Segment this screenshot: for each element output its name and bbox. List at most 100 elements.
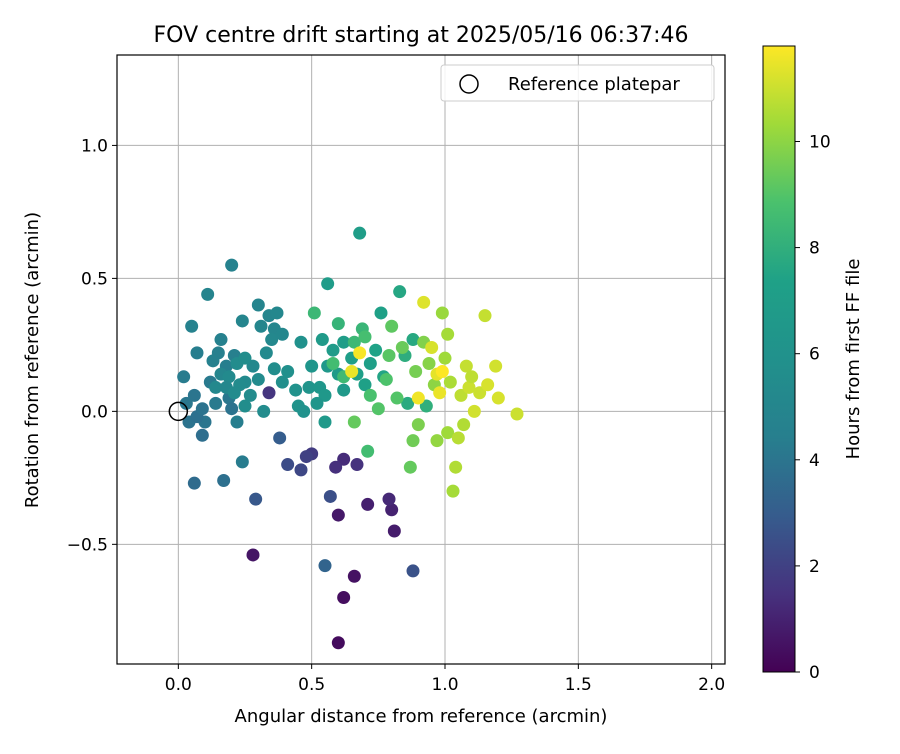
y-tick-label: 0.5 — [81, 269, 108, 289]
data-point — [246, 548, 260, 562]
x-axis-ticks: 0.0 0.5 1.0 1.5 2.0 — [165, 664, 725, 695]
data-point — [409, 364, 423, 378]
data-point — [318, 415, 332, 429]
data-point — [481, 378, 495, 392]
data-point — [361, 497, 375, 511]
data-point — [275, 375, 289, 389]
data-point — [441, 327, 455, 341]
data-point — [214, 333, 228, 347]
data-point — [251, 372, 265, 386]
data-point — [457, 418, 471, 432]
data-point — [438, 351, 452, 365]
reference-point-marker — [168, 401, 189, 422]
y-axis-label: Rotation from reference (arcmin) — [22, 212, 43, 508]
data-point — [281, 458, 295, 472]
legend: Reference platepar — [440, 64, 715, 102]
data-point — [390, 391, 404, 405]
data-point — [358, 330, 372, 344]
data-point — [318, 388, 332, 402]
data-point — [281, 364, 295, 378]
colorbar-tick-label: 4 — [809, 451, 820, 471]
data-point — [369, 343, 383, 357]
grid-lines — [117, 55, 725, 664]
data-point — [331, 508, 345, 522]
data-point — [347, 415, 361, 429]
data-point — [209, 380, 223, 394]
x-tick-label: 2.0 — [698, 675, 725, 695]
data-point — [235, 314, 249, 328]
data-point — [294, 335, 308, 349]
data-point — [227, 386, 241, 400]
data-point — [406, 333, 420, 347]
colorbar-label: Hours from first FF file — [843, 259, 864, 460]
data-point — [489, 359, 503, 373]
data-point — [195, 428, 209, 442]
data-point — [179, 396, 193, 410]
colorbar-tick-label: 8 — [809, 239, 820, 259]
data-point — [465, 370, 479, 384]
colorbar-tick-label: 10 — [809, 132, 831, 152]
data-point — [185, 319, 199, 333]
colorbar-ticks: 0 2 4 6 8 10 — [795, 132, 831, 683]
data-point — [417, 295, 431, 309]
data-point — [446, 484, 460, 498]
x-tick-label: 1.0 — [431, 675, 458, 695]
data-point — [259, 346, 273, 360]
data-point — [270, 306, 284, 320]
data-point — [353, 226, 367, 240]
data-point — [435, 364, 449, 378]
data-point — [491, 391, 505, 405]
data-point — [294, 463, 308, 477]
data-point — [337, 335, 351, 349]
data-point — [177, 370, 191, 384]
data-point — [257, 404, 271, 418]
colorbar-tick-label: 0 — [809, 663, 820, 683]
data-point — [451, 431, 465, 445]
data-point — [430, 434, 444, 448]
data-point — [302, 380, 316, 394]
x-tick-label: 0.0 — [165, 675, 192, 695]
legend-box — [440, 64, 715, 102]
data-point — [326, 343, 340, 357]
y-tick-label: 0.0 — [81, 402, 108, 422]
data-point — [406, 434, 420, 448]
data-point — [225, 402, 239, 416]
data-point — [478, 309, 492, 323]
data-point — [249, 492, 263, 506]
data-point — [382, 349, 396, 363]
data-point — [358, 378, 372, 392]
data-point — [419, 399, 433, 413]
y-axis-ticks: −0.5 0.0 0.5 1.0 — [67, 136, 117, 555]
data-point — [411, 418, 425, 432]
data-point — [425, 341, 439, 355]
data-point — [347, 335, 361, 349]
data-point — [195, 402, 209, 416]
data-point — [510, 407, 524, 421]
data-point — [371, 402, 385, 416]
data-point — [393, 285, 407, 299]
data-point — [403, 460, 417, 474]
data-point — [353, 346, 367, 360]
data-point — [467, 404, 481, 418]
data-point — [310, 396, 324, 410]
data-point — [337, 591, 351, 605]
data-point — [238, 399, 252, 413]
data-point — [217, 474, 231, 488]
data-point — [225, 258, 239, 272]
data-point — [323, 489, 337, 503]
data-point — [254, 319, 268, 333]
data-point — [206, 354, 220, 368]
data-point — [307, 306, 321, 320]
data-point — [246, 359, 260, 373]
data-point — [385, 503, 399, 517]
y-tick-label: −0.5 — [67, 535, 108, 555]
data-point — [321, 277, 335, 291]
data-point — [441, 426, 455, 440]
data-point — [201, 287, 215, 301]
data-point — [361, 444, 375, 458]
data-point — [275, 327, 289, 341]
data-point — [265, 333, 279, 347]
data-point — [435, 306, 449, 320]
data-point — [462, 380, 476, 394]
